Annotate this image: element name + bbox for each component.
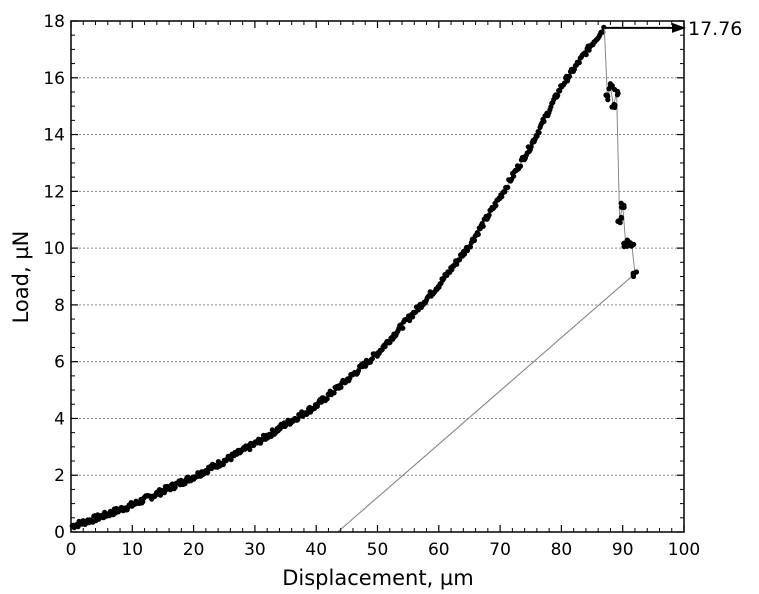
loading-data-point bbox=[400, 325, 406, 331]
x-tick-label: 20 bbox=[183, 540, 205, 560]
x-axis-title: Displacement, µm bbox=[282, 566, 474, 590]
x-tick-label: 50 bbox=[367, 540, 389, 560]
drop-data-point bbox=[614, 92, 621, 98]
loading-data-point bbox=[566, 73, 573, 79]
peak-value-label: 17.76 bbox=[688, 18, 742, 40]
loading-data-point bbox=[338, 384, 344, 390]
loading-data-point bbox=[486, 212, 492, 218]
y-tick-label: 0 bbox=[54, 523, 65, 543]
drop-data-point bbox=[605, 97, 611, 103]
y-tick-label: 10 bbox=[43, 239, 65, 259]
y-tick-label: 8 bbox=[54, 296, 65, 316]
drop-data-point bbox=[607, 81, 614, 87]
y-tick-label: 2 bbox=[54, 466, 65, 486]
loading-data-point bbox=[499, 194, 505, 200]
loading-data-point bbox=[467, 244, 473, 250]
loading-data-point bbox=[536, 130, 542, 136]
x-tick-label: 70 bbox=[489, 540, 511, 560]
loading-data-point bbox=[369, 356, 375, 362]
loading-data-point bbox=[583, 52, 589, 58]
drop-data-point bbox=[604, 92, 611, 98]
loading-data-point bbox=[471, 237, 477, 244]
y-tick-label: 6 bbox=[54, 353, 65, 373]
loading-data-point bbox=[457, 257, 463, 263]
loading-data-point bbox=[517, 163, 524, 169]
loading-data-point bbox=[480, 223, 486, 229]
peak-arrow-head bbox=[672, 22, 686, 33]
plot-frame bbox=[70, 20, 685, 533]
x-tick-label: 0 bbox=[66, 540, 77, 560]
peak-annotation: 17.76 bbox=[604, 18, 742, 40]
drop-data-point bbox=[618, 214, 624, 220]
y-axis-title: Load, µN bbox=[9, 231, 33, 324]
loading-data-point bbox=[502, 189, 508, 195]
drop-data-point bbox=[606, 86, 612, 92]
loading-data-point bbox=[505, 184, 511, 190]
drop-data-point bbox=[620, 204, 626, 210]
loading-data-point bbox=[356, 367, 362, 374]
drop-data-point bbox=[612, 86, 618, 93]
y-tick-label: 4 bbox=[54, 409, 65, 429]
x-tick-label: 30 bbox=[244, 540, 266, 560]
x-tick-label: 90 bbox=[612, 540, 634, 560]
axis-ticks bbox=[70, 20, 685, 533]
loading-data-point bbox=[228, 457, 234, 463]
y-tick-label: 12 bbox=[43, 182, 65, 202]
loading-data-point bbox=[541, 118, 547, 124]
loading-data-point bbox=[555, 92, 561, 99]
grid-lines bbox=[71, 77, 684, 476]
loading-data-point bbox=[510, 173, 517, 179]
x-tick-label: 80 bbox=[551, 540, 573, 560]
loading-data-point bbox=[576, 60, 582, 66]
y-tick-label: 14 bbox=[43, 126, 65, 146]
drop-trace bbox=[603, 27, 636, 274]
loading-data-point bbox=[331, 390, 337, 396]
x-tick-label: 100 bbox=[668, 540, 700, 560]
x-tick-label: 10 bbox=[121, 540, 143, 560]
drop-data-point bbox=[628, 243, 635, 249]
loading-data-point bbox=[410, 314, 416, 320]
x-tick-label: 40 bbox=[305, 540, 327, 560]
loading-data-point bbox=[528, 144, 534, 150]
loading-data-point bbox=[493, 203, 499, 209]
loading-data-point bbox=[324, 396, 330, 402]
loading-data-point bbox=[172, 484, 178, 490]
tick-labels: 0 2 4 6 8 10 12 14 16 18 0 10 20 30 40 50 60 70 80 90 100 bbox=[43, 12, 700, 560]
data-series bbox=[69, 24, 640, 533]
drop-data-point bbox=[630, 271, 637, 277]
x-tick-label: 60 bbox=[428, 540, 450, 560]
y-tick-label: 18 bbox=[43, 12, 65, 32]
y-tick-label: 16 bbox=[43, 69, 65, 89]
loading-data-point bbox=[557, 88, 563, 94]
unloading-line bbox=[337, 273, 636, 533]
loading-data-point bbox=[475, 231, 481, 237]
loading-data-point bbox=[247, 446, 253, 453]
loading-trace bbox=[71, 27, 605, 529]
drop-data-point bbox=[611, 104, 617, 110]
